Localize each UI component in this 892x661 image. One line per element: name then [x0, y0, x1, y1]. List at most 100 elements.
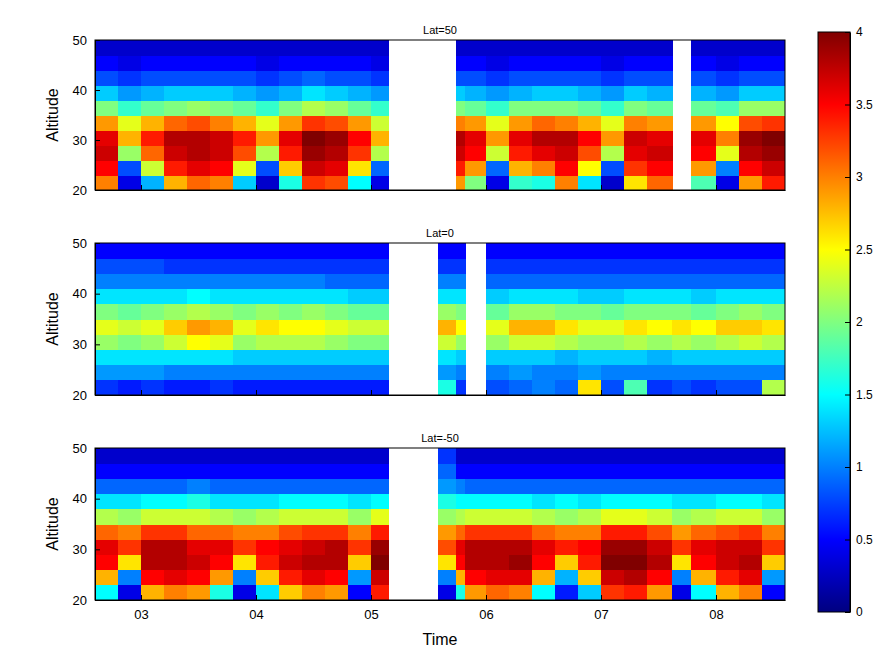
- heat-cell: [95, 115, 119, 131]
- heat-cell: [509, 570, 533, 586]
- heat-cell: [325, 40, 349, 56]
- heat-cell: [325, 55, 349, 71]
- heat-cell: [141, 448, 165, 464]
- heat-cell: [233, 160, 257, 176]
- heat-cell: [509, 448, 533, 464]
- heat-cell: [371, 304, 389, 320]
- heat-cell: [555, 40, 579, 56]
- x-tick: [141, 185, 142, 190]
- heat-cell: [578, 524, 602, 540]
- heat-cell: [601, 365, 625, 381]
- heat-cell: [325, 160, 349, 176]
- heat-cell: [465, 160, 486, 176]
- heat-cell: [465, 70, 486, 86]
- heat-cell: [739, 539, 763, 555]
- heat-cell: [256, 524, 280, 540]
- heat-cell: [302, 509, 326, 525]
- heat-cell: [187, 463, 211, 479]
- heat-cell: [164, 570, 188, 586]
- heat-cell: [762, 448, 785, 464]
- panel: 20304050030405060708Lat=-50AltitudeTime: [44, 432, 786, 648]
- heat-cell: [532, 334, 556, 350]
- heat-cell: [118, 85, 142, 101]
- heat-cell: [141, 463, 165, 479]
- heat-cell: [739, 304, 763, 320]
- heat-cell: [141, 40, 165, 56]
- heat-cell: [233, 130, 257, 146]
- heat-cell: [233, 175, 257, 190]
- heat-cell: [555, 509, 579, 525]
- heat-cell: [164, 175, 188, 190]
- heat-cell: [691, 243, 717, 259]
- heat-cell: [279, 55, 303, 71]
- heat-cell: [256, 258, 280, 274]
- heat-cell: [348, 40, 372, 56]
- heat-cell: [555, 85, 579, 101]
- heat-cell: [141, 243, 165, 259]
- heat-cell: [187, 145, 211, 161]
- heat-cell: [187, 130, 211, 146]
- heat-cell: [348, 365, 372, 381]
- heat-cell: [233, 85, 257, 101]
- heat-cell: [371, 365, 389, 381]
- heat-cell: [233, 509, 257, 525]
- heat-cell: [210, 554, 234, 570]
- heat-cell: [118, 289, 142, 305]
- axis-line: [95, 244, 96, 396]
- heat-cell: [691, 304, 717, 320]
- heat-cell: [762, 289, 785, 305]
- y-tick: 30: [73, 542, 100, 557]
- heat-cell: [716, 175, 740, 190]
- heat-cell: [371, 289, 389, 305]
- heat-cell: [647, 448, 673, 464]
- heat-cell: [233, 243, 257, 259]
- heat-cell: [348, 304, 372, 320]
- heat-cell: [555, 349, 579, 365]
- heat-cell: [532, 273, 556, 289]
- heat-cell: [762, 463, 785, 479]
- heat-cell: [210, 85, 234, 101]
- heat-cell: [509, 145, 533, 161]
- heat-cell: [465, 448, 486, 464]
- heat-cell: [691, 145, 717, 161]
- heat-cell: [601, 115, 625, 131]
- heat-cell: [348, 243, 372, 259]
- heat-cell: [141, 160, 165, 176]
- heat-cell: [739, 85, 763, 101]
- heat-cell: [279, 463, 303, 479]
- heat-cell: [716, 524, 740, 540]
- tick-label: 03: [134, 607, 148, 622]
- heat-cell: [348, 539, 372, 555]
- heat-cell: [187, 175, 211, 190]
- heat-cell: [555, 70, 579, 86]
- x-tick: 04: [249, 595, 263, 622]
- heat-cell: [118, 175, 142, 190]
- heat-cell: [647, 175, 673, 190]
- heat-cell: [647, 85, 673, 101]
- heat-cell: [578, 365, 602, 381]
- heat-cell: [532, 160, 556, 176]
- heat-cell: [279, 258, 303, 274]
- heat-cell: [486, 273, 510, 289]
- heat-cell: [601, 509, 625, 525]
- heat-cell: [509, 319, 533, 335]
- heat-cell: [141, 349, 165, 365]
- tick-mark: [95, 40, 100, 41]
- heat-cell: [95, 160, 119, 176]
- heat-cell: [210, 463, 234, 479]
- heat-cell: [302, 55, 326, 71]
- heat-cell: [210, 478, 234, 494]
- heat-cell: [325, 319, 349, 335]
- heat-cell: [456, 554, 466, 570]
- axis-title: Altitude: [44, 497, 61, 550]
- heat-cell: [325, 585, 349, 600]
- heat-cell: [118, 130, 142, 146]
- heat-cell: [118, 539, 142, 555]
- heat-cell: [141, 145, 165, 161]
- heat-cell: [456, 243, 466, 259]
- heat-cell: [624, 115, 648, 131]
- heat-cell: [233, 524, 257, 540]
- heat-cell: [348, 115, 372, 131]
- heat-cell: [95, 365, 119, 381]
- heat-cell: [302, 319, 326, 335]
